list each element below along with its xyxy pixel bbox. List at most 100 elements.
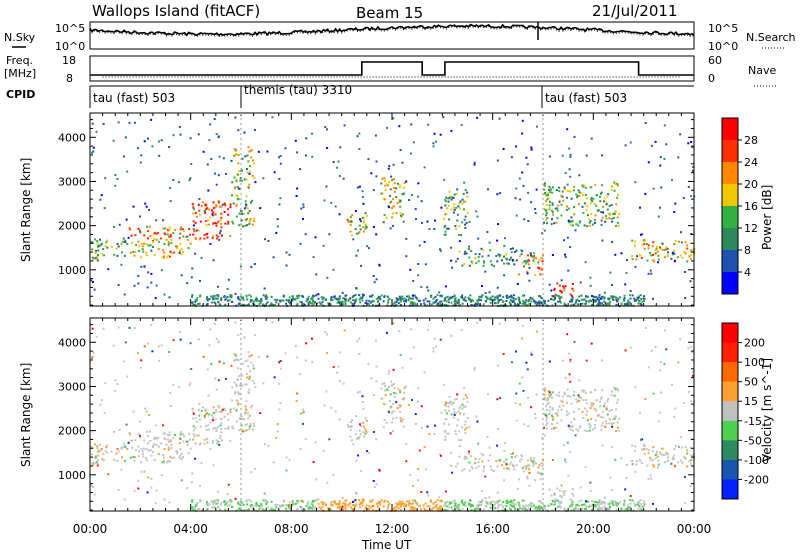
velocity-mark — [584, 399, 587, 401]
velocity-mark — [239, 470, 242, 473]
power-mark — [538, 295, 541, 298]
power-mark — [556, 209, 559, 212]
power-mark — [690, 253, 693, 256]
power-mark — [480, 299, 483, 301]
power-mark — [358, 185, 361, 188]
power-mark — [137, 227, 140, 230]
velocity-mark — [218, 360, 221, 363]
power-mark — [271, 116, 274, 119]
power-mark — [654, 140, 657, 143]
nsearch-label: N.Search — [746, 31, 796, 44]
y-tick-label: 1000 — [58, 264, 86, 277]
velocity-mark — [480, 501, 483, 504]
power-mark — [253, 263, 256, 265]
velocity-mark — [411, 508, 414, 511]
power-mark — [203, 237, 206, 240]
velocity-mark — [176, 450, 179, 453]
velocity-mark — [183, 435, 186, 438]
power-mark — [358, 294, 361, 297]
velocity-mark — [206, 368, 209, 371]
power-mark — [321, 301, 324, 304]
velocity-mark — [448, 409, 450, 412]
power-mark — [251, 199, 254, 202]
velocity-mark — [382, 426, 385, 429]
power-mark — [151, 145, 154, 148]
power-mark — [494, 302, 496, 304]
velocity-mark — [150, 477, 153, 480]
power-mark — [571, 224, 574, 227]
power-mark — [498, 255, 501, 258]
velocity-mark — [518, 460, 521, 463]
power-mark — [447, 227, 450, 230]
velocity-mark — [686, 452, 689, 455]
power-mark — [405, 255, 408, 258]
power-mark — [496, 297, 499, 300]
velocity-mark — [385, 331, 388, 334]
velocity-mark — [488, 496, 491, 499]
power-mark — [473, 304, 476, 306]
power-mark — [224, 303, 227, 306]
velocity-mark — [458, 506, 460, 509]
velocity-mark — [399, 419, 402, 422]
power-mark — [160, 237, 163, 240]
power-mark — [278, 156, 281, 159]
velocity-mark — [671, 458, 674, 461]
power-mark — [496, 193, 499, 196]
velocity-mark — [556, 414, 559, 417]
velocity-mark — [481, 460, 484, 463]
power-mark — [194, 237, 197, 240]
colorbar-swatch — [722, 228, 738, 251]
power-mark — [143, 234, 146, 237]
power-mark — [182, 235, 185, 238]
velocity-mark — [170, 444, 173, 446]
power-mark — [245, 178, 248, 181]
freq-tick-low: 8 — [66, 72, 73, 85]
power-mark — [545, 304, 548, 307]
velocity-mark — [137, 455, 140, 458]
velocity-mark — [153, 459, 156, 462]
velocity-mark — [95, 455, 97, 457]
power-mark — [495, 255, 498, 257]
power-mark — [464, 227, 467, 229]
power-mark — [644, 122, 647, 124]
power-mark — [558, 284, 561, 287]
velocity-mark — [361, 504, 364, 507]
power-mark — [245, 218, 248, 221]
power-mark — [389, 227, 392, 230]
velocity-mark — [199, 442, 202, 445]
x-tick-label: 16:00 — [475, 522, 510, 536]
velocity-mark — [556, 499, 559, 502]
power-mark — [503, 244, 506, 247]
power-mark — [272, 303, 275, 306]
velocity-mark — [679, 338, 682, 341]
power-mark — [350, 221, 353, 224]
power-mark — [305, 137, 308, 140]
power-mark — [569, 223, 572, 226]
velocity-mark — [383, 499, 386, 502]
velocity-mark — [464, 504, 467, 507]
velocity-mark — [614, 388, 617, 391]
power-mark — [248, 303, 250, 306]
power-mark — [440, 206, 443, 209]
power-mark — [237, 303, 240, 305]
power-mark — [362, 294, 365, 297]
power-mark — [565, 208, 568, 211]
power-mark — [602, 304, 605, 306]
power-mark — [217, 135, 220, 138]
velocity-mark — [235, 385, 238, 388]
velocity-mark — [547, 390, 550, 393]
power-mark — [556, 207, 559, 210]
velocity-mark — [387, 389, 390, 392]
velocity-mark — [287, 504, 290, 507]
power-mark — [558, 190, 561, 192]
velocity-mark — [457, 509, 460, 512]
date-title: 21/Jul/2011 — [592, 2, 677, 20]
power-mark — [639, 254, 642, 257]
power-mark — [600, 219, 603, 222]
power-mark — [512, 300, 515, 303]
power-mark — [177, 181, 180, 184]
velocity-mark — [545, 399, 548, 402]
power-mark — [239, 299, 242, 302]
power-mark — [192, 224, 195, 227]
velocity-mark — [439, 453, 441, 456]
